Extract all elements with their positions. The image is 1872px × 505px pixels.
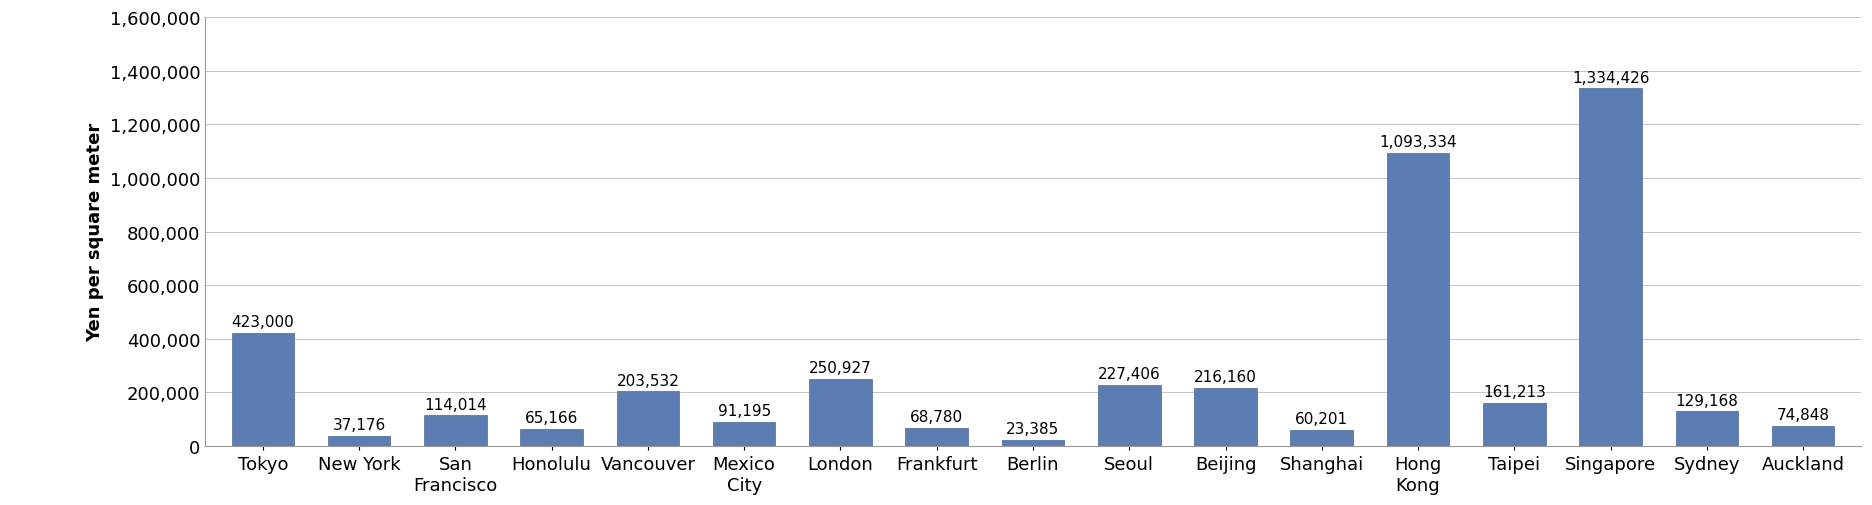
Text: 1,093,334: 1,093,334: [1380, 135, 1456, 150]
Text: 60,201: 60,201: [1295, 412, 1348, 426]
Bar: [1194, 388, 1256, 446]
Bar: [1771, 426, 1835, 446]
Text: 161,213: 161,213: [1483, 384, 1546, 399]
Bar: [713, 422, 775, 446]
Text: 129,168: 129,168: [1675, 393, 1739, 408]
Bar: [425, 416, 487, 446]
Bar: [520, 429, 582, 446]
Bar: [1290, 430, 1353, 446]
Text: 114,014: 114,014: [425, 397, 487, 412]
Text: 203,532: 203,532: [616, 373, 680, 388]
Text: 423,000: 423,000: [232, 314, 294, 329]
Bar: [328, 436, 391, 446]
Bar: [809, 379, 872, 446]
Bar: [1002, 440, 1065, 446]
Text: 23,385: 23,385: [1007, 421, 1060, 436]
Bar: [906, 428, 968, 446]
Bar: [1675, 412, 1737, 446]
Bar: [1580, 89, 1642, 446]
Text: 65,166: 65,166: [524, 410, 578, 425]
Text: 1,334,426: 1,334,426: [1572, 70, 1649, 85]
Text: 74,848: 74,848: [1777, 408, 1829, 422]
Text: 37,176: 37,176: [333, 418, 386, 432]
Bar: [232, 333, 294, 446]
Text: 91,195: 91,195: [717, 403, 771, 418]
Y-axis label: Yen per square meter: Yen per square meter: [86, 123, 105, 341]
Text: 216,160: 216,160: [1194, 370, 1256, 385]
Bar: [1483, 403, 1546, 446]
Bar: [1099, 385, 1161, 446]
Text: 250,927: 250,927: [809, 361, 872, 375]
Text: 68,780: 68,780: [910, 409, 964, 424]
Text: 227,406: 227,406: [1097, 367, 1161, 382]
Bar: [1387, 154, 1449, 446]
Bar: [616, 392, 680, 446]
